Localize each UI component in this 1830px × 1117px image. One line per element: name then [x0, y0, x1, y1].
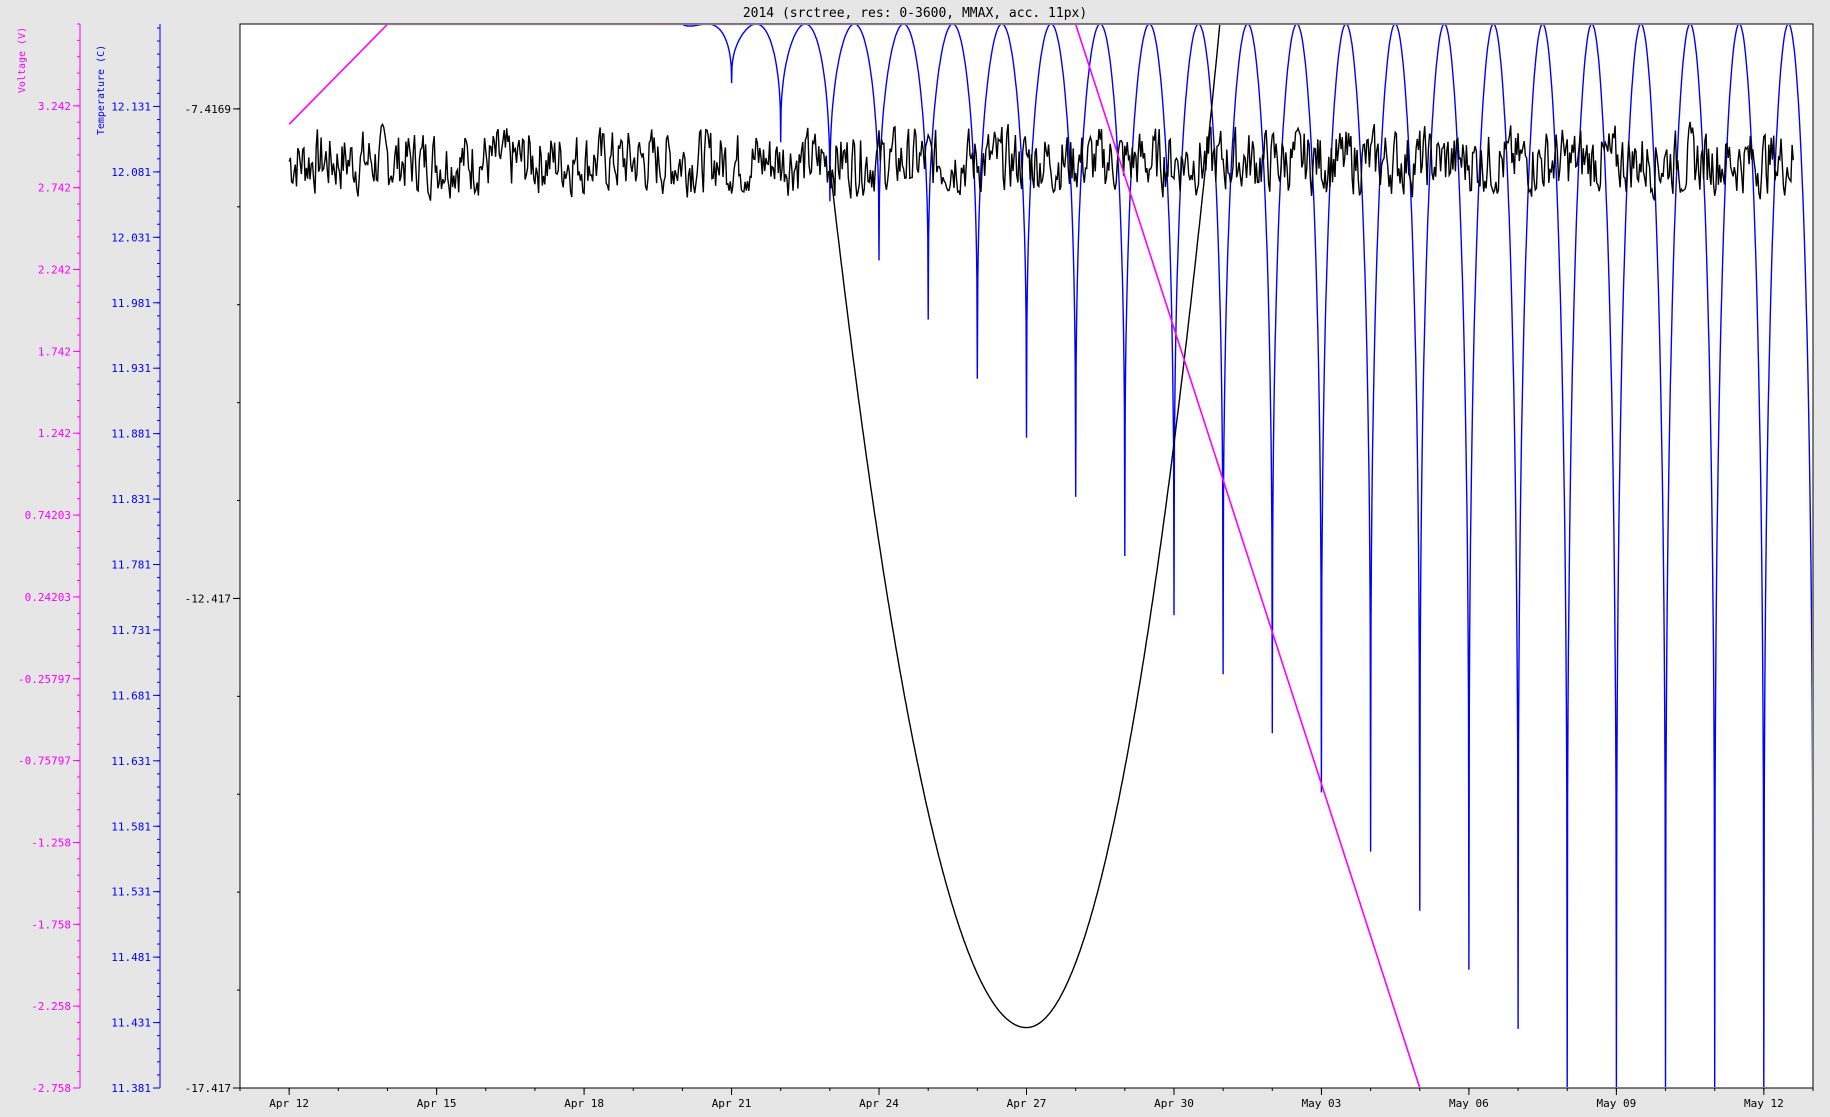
y-tick-label: 11.931	[111, 362, 151, 375]
y-tick-label: 1.242	[38, 427, 71, 440]
series-layer	[288, 25, 1812, 1087]
temperature-series-line	[682, 25, 1812, 1087]
voltage-series-line	[288, 25, 1421, 1087]
y-tick-label: 2.242	[38, 264, 71, 277]
x-tick-label: Apr 12	[269, 1097, 309, 1110]
chart-title: 2014 (srctree, res: 0-3600, MMAX, acc. 1…	[743, 6, 1087, 21]
black-dip-line	[829, 25, 1221, 1029]
y-tick-label: 3.242	[38, 100, 71, 113]
y-tick-label: 11.531	[111, 886, 151, 899]
y-tick-label: 11.631	[111, 755, 151, 768]
y-tick-label: 11.381	[111, 1082, 151, 1095]
x-tick-label: Apr 15	[417, 1097, 457, 1110]
y-tick-label: 11.831	[111, 493, 151, 506]
y-tick-label: 12.081	[111, 166, 151, 179]
y-tick-label: -7.4169	[185, 103, 231, 116]
black-noise-line	[288, 121, 1794, 201]
y-tick-label: 0.24203	[25, 591, 71, 604]
y-tick-label: -17.417	[185, 1082, 231, 1095]
y-tick-label: 11.431	[111, 1017, 151, 1030]
y-tick-label: -1.758	[31, 918, 71, 931]
x-tick-label: Apr 21	[712, 1097, 752, 1110]
series-group	[288, 25, 1812, 1087]
y-tick-label: 2.742	[38, 182, 71, 195]
temperature-axis-label: Temperature (C)	[96, 45, 107, 135]
y-tick-label: 11.481	[111, 951, 151, 964]
x-tick-label: May 09	[1597, 1097, 1637, 1110]
x-tick-label: May 06	[1449, 1097, 1489, 1110]
voltage-axis-label: Voltage (V)	[17, 27, 28, 93]
y-tick-label: 1.742	[38, 345, 71, 358]
y-tick-label: -2.758	[31, 1082, 71, 1095]
y-tick-label: 12.131	[111, 100, 151, 113]
y-tick-label: 11.781	[111, 559, 151, 572]
y-tick-label: 11.981	[111, 297, 151, 310]
y-tick-label: 0.74203	[25, 509, 71, 522]
y-tick-label: 11.581	[111, 820, 151, 833]
x-tick-label: Apr 18	[564, 1097, 604, 1110]
y-tick-label: -2.258	[31, 1000, 71, 1013]
y-tick-label: -1.258	[31, 836, 71, 849]
y-tick-label: -12.417	[185, 592, 231, 605]
y-tick-label: -0.75797	[18, 755, 71, 768]
axes: 3.242 2.742 2.242 1.742 1.242 0.74203 0.24203 -…	[18, 23, 1814, 1110]
y-tick-label: 12.031	[111, 231, 151, 244]
x-tick-label: May 12	[1744, 1097, 1784, 1110]
x-tick-label: Apr 27	[1007, 1097, 1047, 1110]
x-tick-label: Apr 30	[1154, 1097, 1194, 1110]
y-tick-label: 11.681	[111, 689, 151, 702]
y-tick-label: 11.731	[111, 624, 151, 637]
x-tick-label: May 03	[1302, 1097, 1342, 1110]
plot-area	[239, 23, 1814, 1089]
y-tick-label: 11.881	[111, 428, 151, 441]
x-tick-label: Apr 24	[859, 1097, 899, 1110]
y-tick-label: -0.25797	[18, 673, 71, 686]
